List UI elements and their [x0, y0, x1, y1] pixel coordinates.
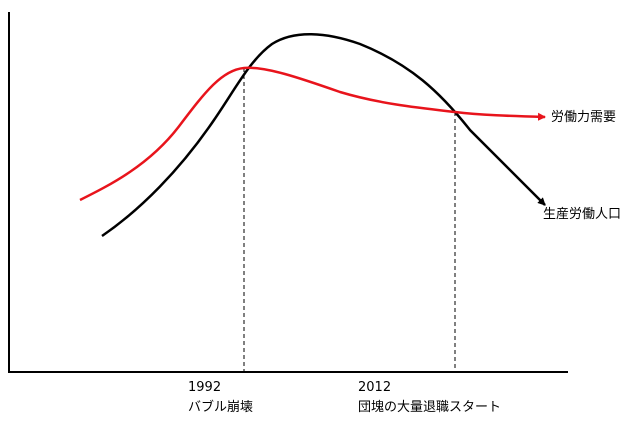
- series-label-population: 生産労働人口: [543, 206, 621, 222]
- marker-event-2012: 団塊の大量退職スタート: [358, 399, 501, 415]
- population-curve: [101, 33, 546, 238]
- marker-year-2012: 2012: [358, 380, 391, 395]
- series-label-demand: 労働力需要: [551, 110, 616, 125]
- marker-event-1992: バブル崩壊: [188, 399, 253, 415]
- marker-year-1992: 1992: [188, 380, 221, 395]
- demand-curve: [79, 66, 546, 202]
